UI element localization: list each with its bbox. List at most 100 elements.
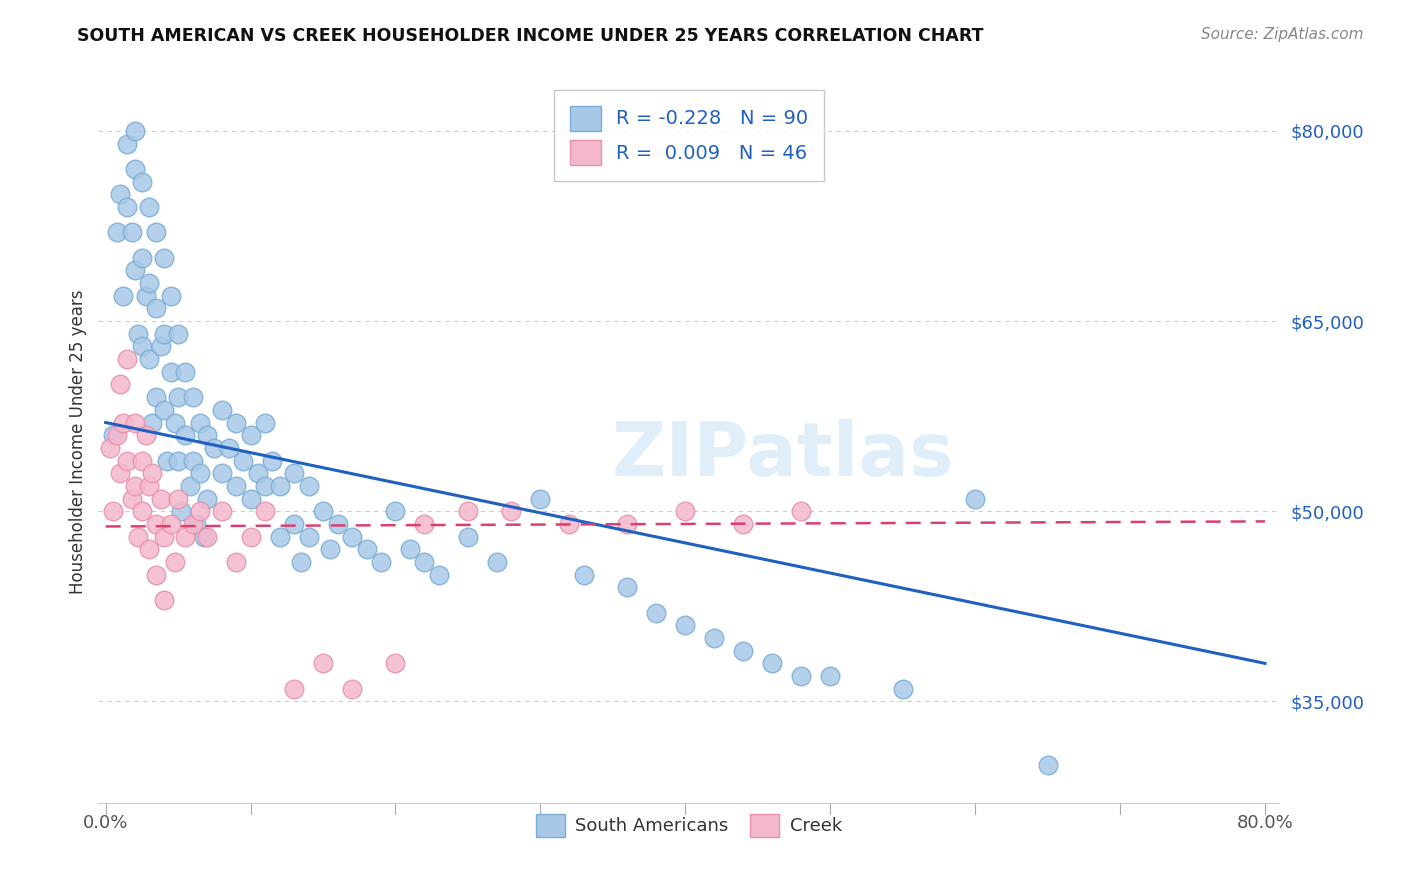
Point [117, 200, 139, 214]
Point [1036, 757, 1059, 772]
Point [174, 428, 197, 442]
Point [149, 491, 172, 506]
Point [790, 669, 813, 683]
Point [149, 339, 172, 353]
Point [356, 542, 378, 557]
Point [319, 542, 342, 557]
Point [188, 504, 211, 518]
Text: Source: ZipAtlas.com: Source: ZipAtlas.com [1201, 27, 1364, 42]
Point [167, 326, 190, 341]
Point [181, 516, 204, 531]
Point [167, 453, 190, 467]
Point [246, 467, 269, 481]
Point [254, 504, 277, 518]
Point [131, 251, 153, 265]
Point [101, 504, 124, 518]
Point [127, 326, 149, 341]
Point [211, 467, 233, 481]
Text: ZIPatlas: ZIPatlas [612, 419, 955, 492]
Point [218, 441, 240, 455]
Point [427, 567, 450, 582]
Point [145, 516, 167, 531]
Point [105, 428, 128, 442]
Point [733, 516, 755, 531]
Point [457, 504, 479, 518]
Point [117, 453, 139, 467]
Point [761, 657, 783, 671]
Point [141, 467, 163, 481]
Point [181, 453, 204, 467]
Point [131, 453, 153, 467]
Point [188, 416, 211, 430]
Point [160, 516, 183, 531]
Point [124, 124, 146, 138]
Point [141, 416, 163, 430]
Text: SOUTH AMERICAN VS CREEK HOUSEHOLDER INCOME UNDER 25 YEARS CORRELATION CHART: SOUTH AMERICAN VS CREEK HOUSEHOLDER INCO… [77, 27, 984, 45]
Point [131, 504, 153, 518]
Point [112, 416, 135, 430]
Point [384, 504, 406, 518]
Point [673, 504, 696, 518]
Point [616, 516, 638, 531]
Point [283, 681, 305, 696]
Point [193, 530, 215, 544]
Point [312, 504, 335, 518]
Point [108, 467, 131, 481]
Point [211, 504, 233, 518]
Point [121, 226, 143, 240]
Point [645, 606, 668, 620]
Point [239, 428, 262, 442]
Legend: South Americans, Creek: South Americans, Creek [529, 806, 849, 845]
Point [179, 479, 201, 493]
Point [127, 530, 149, 544]
Point [239, 491, 262, 506]
Point [98, 441, 121, 455]
Point [254, 479, 277, 493]
Point [703, 631, 725, 645]
Point [370, 555, 392, 569]
Point [195, 491, 218, 506]
Point [138, 352, 160, 367]
Point [138, 276, 160, 290]
Point [181, 390, 204, 404]
Point [269, 530, 291, 544]
Point [297, 530, 319, 544]
Point [101, 428, 124, 442]
Point [105, 226, 128, 240]
Point [572, 567, 595, 582]
Point [211, 402, 233, 417]
Point [283, 516, 305, 531]
Point [225, 416, 247, 430]
Point [413, 555, 436, 569]
Point [501, 504, 523, 518]
Point [155, 453, 177, 467]
Point [818, 669, 841, 683]
Point [965, 491, 987, 506]
Point [269, 479, 291, 493]
Point [138, 542, 160, 557]
Point [124, 479, 146, 493]
Point [117, 136, 139, 151]
Point [152, 326, 174, 341]
Point [616, 580, 638, 594]
Point [232, 453, 254, 467]
Point [152, 402, 174, 417]
Point [399, 542, 422, 557]
Point [290, 555, 312, 569]
Point [135, 428, 157, 442]
Point [529, 491, 551, 506]
Point [167, 390, 190, 404]
Point [108, 187, 131, 202]
Point [891, 681, 914, 696]
Point [138, 479, 160, 493]
Point [145, 226, 167, 240]
Point [340, 681, 363, 696]
Point [733, 643, 755, 657]
Point [145, 390, 167, 404]
Point [262, 453, 284, 467]
Point [145, 301, 167, 316]
Point [195, 428, 218, 442]
Point [165, 555, 187, 569]
Point [160, 289, 183, 303]
Point [312, 657, 335, 671]
